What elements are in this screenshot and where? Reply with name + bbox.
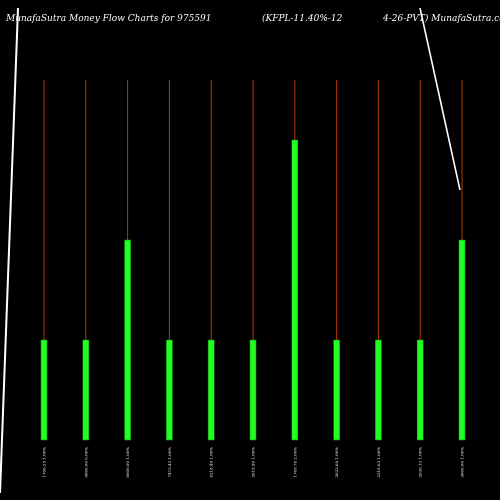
x-tick-label: 1706.25 1.00% <box>42 447 47 478</box>
x-tick-label: 0000.00 0.00% <box>83 447 88 478</box>
left-diagonal-line <box>0 7 19 494</box>
x-tick-label: 6218.49 1.00% <box>209 447 214 478</box>
x-tick-label: 7473.45 1.00% <box>167 447 172 478</box>
x-tick-label: 2318.03 1.00% <box>376 447 381 478</box>
chart-title-part-1: MunafaSutra Money Flow Charts for 975591 <box>5 14 212 24</box>
x-tick-label: 3000.00 1.00% <box>460 447 465 478</box>
x-tick-label: 1769.78 2.00% <box>292 447 297 478</box>
chart-title-part-3: 4-26-PVT) MunafaSutra.com <box>382 13 500 24</box>
bars-layer <box>40 139 466 441</box>
bar <box>166 339 173 441</box>
bar <box>458 239 466 441</box>
tick-labels-layer: 1706.25 1.00% 0000.00 0.00% 0000.00 1.00% 7… <box>42 447 465 478</box>
bar <box>249 339 257 441</box>
x-tick-label: 2036.13 1.00% <box>418 447 423 478</box>
bar <box>291 139 299 441</box>
x-tick-label: 2018.90 1.00% <box>251 447 256 478</box>
bar <box>82 339 90 441</box>
bar <box>333 339 340 441</box>
chart-title-part-2: (KFPL-11.40%-12 <box>262 13 343 24</box>
bar <box>124 239 131 441</box>
bar <box>416 339 424 441</box>
bar <box>207 339 215 441</box>
x-tick-label: 0000.00 1.00% <box>125 447 130 478</box>
bar <box>375 339 382 441</box>
bar <box>40 339 48 441</box>
x-tick-label: 2022.08 1.00% <box>334 447 339 478</box>
chart-title: MunafaSutra Money Flow Charts for 975591… <box>5 13 500 24</box>
right-diagonal-line <box>419 7 461 191</box>
